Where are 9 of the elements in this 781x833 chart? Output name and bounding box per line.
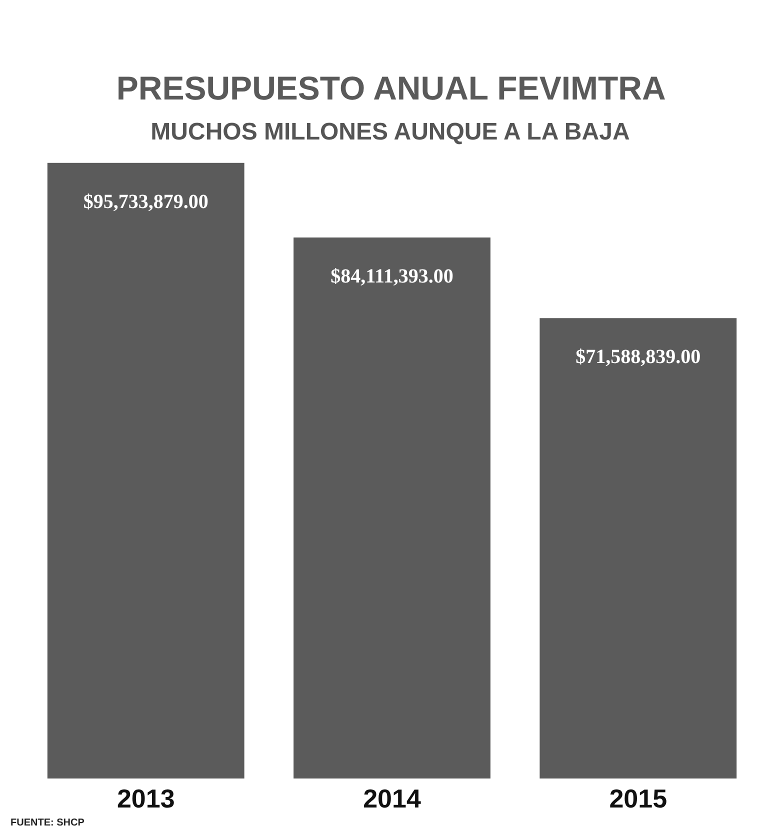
data-label: $71,588,839.00: [576, 346, 701, 368]
x-tick-label: 2013: [116, 784, 175, 814]
source-note: FUENTE: SHCP: [10, 818, 85, 828]
chart-title: PRESUPUESTO ANUAL FEVIMTRA: [116, 70, 666, 106]
data-label: $95,733,879.00: [83, 190, 208, 213]
x-tick-label: 2015: [609, 784, 668, 814]
x-tick-label: 2014: [363, 784, 422, 814]
data-label: $84,111,393.00: [330, 266, 454, 288]
chart-subtitle: MUCHOS MILLONES AUNQUE A LA BAJA: [150, 118, 630, 146]
